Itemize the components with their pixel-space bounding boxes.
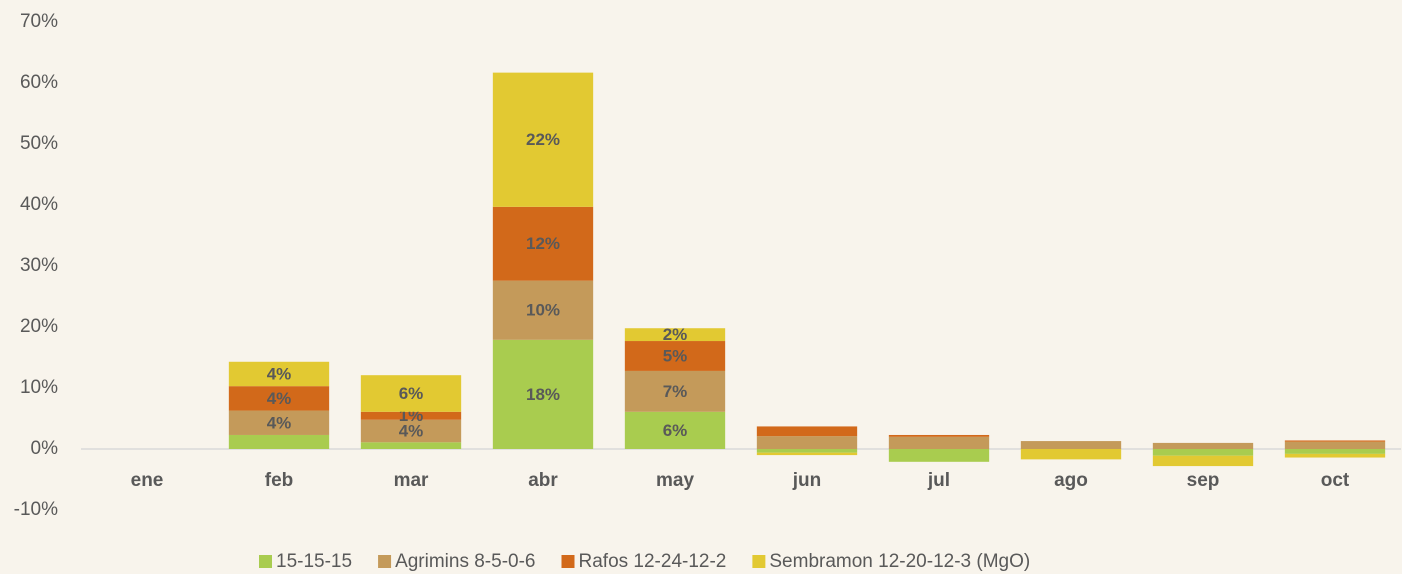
bar-segment	[492, 72, 594, 207]
y-tick-label: 40%	[20, 194, 58, 215]
bar-segment	[1284, 449, 1386, 454]
bar-segment	[756, 436, 858, 449]
data-label: 22%	[526, 130, 560, 149]
y-tick-label: -10%	[14, 499, 58, 520]
bar-segment	[624, 341, 726, 371]
bar-segment	[624, 328, 726, 342]
bar-segment	[1152, 449, 1254, 456]
data-label: 6%	[663, 421, 688, 440]
data-label: 2%	[663, 325, 688, 344]
y-tick-label: 20%	[20, 316, 58, 337]
legend-swatch	[259, 555, 272, 568]
legend-label: Agrimins 8-5-0-6	[395, 551, 535, 572]
bar-segment	[1020, 449, 1122, 460]
y-tick-label: 10%	[20, 377, 58, 398]
bar-segment	[228, 386, 330, 411]
legend-label: 15-15-15	[276, 551, 352, 572]
data-label: 5%	[663, 346, 688, 365]
bar-segment	[624, 370, 726, 412]
data-label: 4%	[267, 413, 292, 432]
y-tick-label: 30%	[20, 255, 58, 276]
bar-segment	[228, 361, 330, 387]
data-label: 10%	[526, 301, 560, 320]
legend-label: Rafos 12-24-12-2	[579, 551, 727, 572]
bar-segment	[492, 280, 594, 340]
bar-segment	[756, 449, 858, 453]
bar-segment	[360, 419, 462, 443]
bar-segment	[1020, 441, 1122, 449]
bar-segment	[360, 442, 462, 449]
bar-segment	[756, 452, 858, 456]
data-label: 4%	[399, 421, 424, 440]
legend-swatch	[378, 555, 392, 568]
legend-swatch	[752, 555, 766, 568]
bar-segment	[492, 339, 594, 449]
data-label: 18%	[526, 385, 560, 404]
bar-segment	[492, 206, 594, 281]
bar-segment	[888, 436, 990, 449]
data-label: 7%	[663, 382, 688, 401]
x-tick-label: abr	[528, 470, 558, 491]
data-label: 4%	[267, 389, 292, 408]
bar-segment	[228, 410, 330, 435]
data-label: 4%	[267, 364, 292, 383]
bar-segment	[228, 434, 330, 449]
x-tick-label: ago	[1054, 470, 1088, 491]
bar-segment	[1284, 441, 1386, 449]
data-label: 6%	[399, 384, 424, 403]
y-tick-label: 0%	[31, 438, 59, 459]
legend-swatch	[561, 555, 575, 568]
bar-segment	[1284, 440, 1386, 442]
x-tick-label: ene	[131, 470, 164, 491]
y-tick-label: 60%	[20, 72, 58, 93]
x-tick-label: jun	[792, 470, 822, 491]
x-tick-label: jul	[927, 470, 950, 491]
x-tick-label: oct	[1321, 470, 1350, 491]
y-tick-label: 50%	[20, 133, 58, 154]
x-tick-label: feb	[265, 470, 294, 491]
bar-segment	[360, 411, 462, 420]
data-label: 12%	[526, 234, 560, 253]
x-tick-label: sep	[1187, 470, 1220, 491]
y-tick-label: 70%	[20, 11, 58, 32]
bar-segment	[1152, 455, 1254, 467]
bar-segment	[888, 449, 990, 462]
bar-segment	[888, 434, 990, 437]
bar-segment	[756, 426, 858, 437]
x-tick-label: may	[656, 470, 694, 491]
x-tick-label: mar	[394, 470, 429, 491]
bar-segment	[624, 411, 726, 449]
bar-segment	[360, 375, 462, 412]
bar-segment	[1152, 442, 1254, 449]
legend-label: Sembramon 12-20-12-3 (MgO)	[769, 551, 1030, 572]
bar-segment	[1284, 453, 1386, 458]
